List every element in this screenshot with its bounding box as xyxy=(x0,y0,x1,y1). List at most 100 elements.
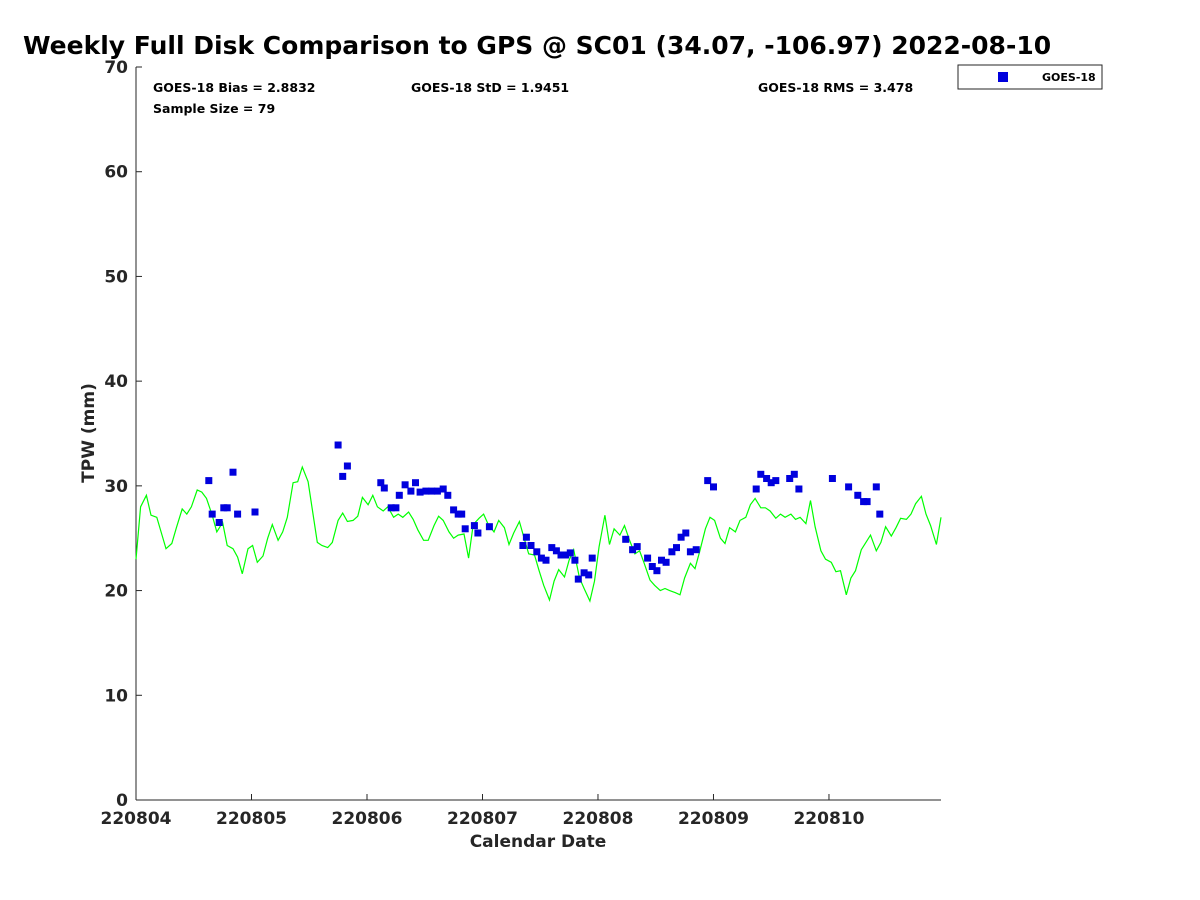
goes18-point xyxy=(461,525,469,533)
goes18-point xyxy=(485,523,493,531)
y-tick-label: 70 xyxy=(104,58,128,78)
goes18-point xyxy=(416,488,424,496)
goes18-point xyxy=(339,472,347,480)
goes18-point xyxy=(562,551,570,559)
goes18-point xyxy=(215,519,223,526)
goes18-point xyxy=(401,481,409,489)
y-tick-label: 0 xyxy=(116,791,128,811)
goes18-point xyxy=(574,575,582,583)
goes18-point xyxy=(428,487,436,495)
x-axis-label: Calendar Date xyxy=(470,832,607,852)
goes18-point xyxy=(629,546,637,554)
goes18-point xyxy=(542,556,550,564)
stats-box: GOES-18 Bias = 2.8832 GOES-18 StD = 1.94… xyxy=(153,80,913,116)
goes18-point xyxy=(450,506,458,514)
gps-line xyxy=(135,465,942,603)
goes18-point xyxy=(392,504,400,512)
goes18-point xyxy=(208,510,216,518)
goes18-point xyxy=(752,485,760,493)
legend: GOES-18 xyxy=(957,64,1103,90)
goes18-point xyxy=(519,542,527,549)
y-tick-label: 10 xyxy=(104,686,128,706)
goes18-point xyxy=(585,571,593,579)
legend-marker-goes18 xyxy=(998,72,1008,82)
goes18-point xyxy=(444,491,452,499)
x-ticks: 220804 220805 220806 220807 220808 220809 2208… xyxy=(101,794,865,829)
goes18-point xyxy=(786,475,794,482)
goes18-point xyxy=(580,569,588,577)
goes18-point xyxy=(872,483,880,491)
y-tick-label: 50 xyxy=(104,267,128,287)
goes18-point xyxy=(234,510,242,518)
goes18-point xyxy=(653,567,661,575)
x-tick-label: 220806 xyxy=(331,809,402,829)
goes18-point xyxy=(395,491,403,499)
goes18-point xyxy=(552,547,560,555)
goes18-point xyxy=(548,544,556,552)
goes18-point xyxy=(828,475,836,482)
goes18-point xyxy=(677,533,685,541)
goes18-point xyxy=(648,563,656,570)
goes18-point xyxy=(571,556,579,564)
y-axis-label: TPW (mm) xyxy=(79,383,99,483)
goes18-point xyxy=(412,479,419,487)
goes18-point xyxy=(557,551,565,559)
bias-stat: GOES-18 Bias = 2.8832 xyxy=(153,80,315,95)
goes18-point xyxy=(763,475,771,482)
gps-series xyxy=(135,465,942,603)
x-tick-label: 220808 xyxy=(562,809,633,829)
goes18-point xyxy=(845,483,853,491)
goes18-point xyxy=(458,510,466,518)
y-ticks: 0 10 20 30 40 50 60 70 xyxy=(104,58,142,811)
goes18-point xyxy=(251,508,259,516)
goes18-point xyxy=(407,487,415,495)
goes18-point xyxy=(668,548,676,556)
y-tick-label: 40 xyxy=(104,372,128,392)
goes18-point xyxy=(682,529,690,537)
goes18-point xyxy=(772,477,780,485)
goes18-point xyxy=(658,556,665,564)
goes18-point xyxy=(704,477,712,485)
goes18-series xyxy=(205,441,884,583)
x-tick-label: 220804 xyxy=(101,809,172,829)
plot-area: 0 10 20 30 40 50 60 70 220804 220805 220806 220807… xyxy=(101,58,942,829)
goes18-point xyxy=(790,470,798,478)
goes18-point xyxy=(387,504,395,512)
y-tick-label: 30 xyxy=(104,477,128,497)
goes18-point xyxy=(439,485,447,493)
goes18-point xyxy=(380,484,388,492)
goes18-point xyxy=(673,544,680,552)
goes18-point xyxy=(863,498,871,506)
goes18-point xyxy=(377,479,385,487)
goes18-point xyxy=(566,549,574,557)
goes18-point xyxy=(633,543,641,551)
goes18-point xyxy=(692,546,700,554)
goes18-point xyxy=(433,487,441,495)
goes18-point xyxy=(644,554,652,562)
goes18-point xyxy=(229,468,237,476)
chart-title: Weekly Full Disk Comparison to GPS @ SC0… xyxy=(23,31,1051,60)
x-tick-label: 220807 xyxy=(447,809,518,829)
x-tick-label: 220809 xyxy=(678,809,749,829)
x-tick-label: 220805 xyxy=(216,809,287,829)
goes18-point xyxy=(588,554,596,562)
y-tick-label: 60 xyxy=(104,163,128,183)
goes18-point xyxy=(474,529,482,537)
goes18-point xyxy=(422,487,430,495)
goes18-point xyxy=(876,510,884,518)
goes18-point xyxy=(533,548,541,556)
goes18-point xyxy=(537,554,545,562)
goes18-point xyxy=(223,504,231,512)
legend-label-goes18: GOES-18 xyxy=(1042,71,1096,84)
goes18-point xyxy=(343,462,351,470)
x-tick-label: 220810 xyxy=(793,809,864,829)
goes18-point xyxy=(205,477,213,485)
goes18-point xyxy=(795,485,803,493)
goes18-point xyxy=(710,483,717,491)
goes18-point xyxy=(622,535,630,543)
goes18-point xyxy=(686,548,694,556)
goes18-point xyxy=(527,542,535,549)
goes18-point xyxy=(757,470,765,478)
